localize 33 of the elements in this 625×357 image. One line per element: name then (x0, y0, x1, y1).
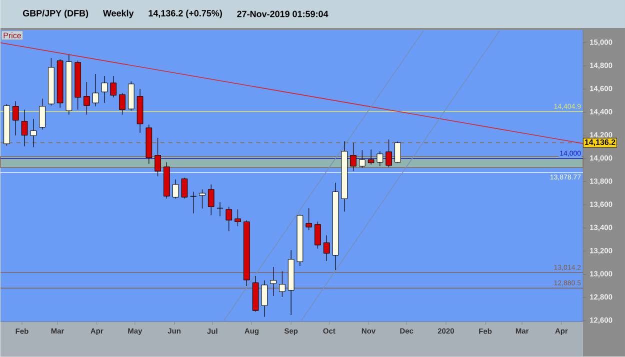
candlestick (119, 92, 126, 116)
candlestick (190, 192, 197, 214)
candlestick (181, 178, 188, 199)
candlestick (208, 184, 214, 216)
candlestick (350, 142, 356, 172)
candlestick (110, 76, 117, 98)
chart-subtitle: Weekly (102, 10, 134, 18)
chart-title: GBP/JPY (DFB) (22, 10, 88, 18)
candlestick (154, 138, 161, 177)
text: 14,136.2 (+0.75%) (148, 10, 222, 18)
candlestick (39, 98, 46, 130)
candlestick (394, 141, 401, 164)
candlestick (84, 82, 90, 116)
candlestick (234, 209, 241, 227)
candlestick (306, 208, 312, 230)
candlestick (226, 206, 232, 232)
candlestick (323, 235, 330, 262)
candlestick (270, 266, 276, 296)
candlestick (199, 189, 206, 209)
candlestick (358, 150, 366, 168)
candlestick (172, 179, 179, 199)
candlestick (30, 118, 37, 148)
candlestick (21, 109, 28, 147)
candlestick (92, 74, 99, 107)
candlestick (101, 76, 108, 104)
text: 27-Nov-2019 01:59:04 (237, 10, 328, 18)
candlestick (12, 101, 19, 136)
candlestick (314, 222, 321, 250)
candlestick (386, 139, 392, 168)
candlestick (261, 280, 268, 318)
candlestick (376, 151, 384, 167)
candlestick (279, 270, 286, 298)
candlestick (368, 149, 374, 165)
